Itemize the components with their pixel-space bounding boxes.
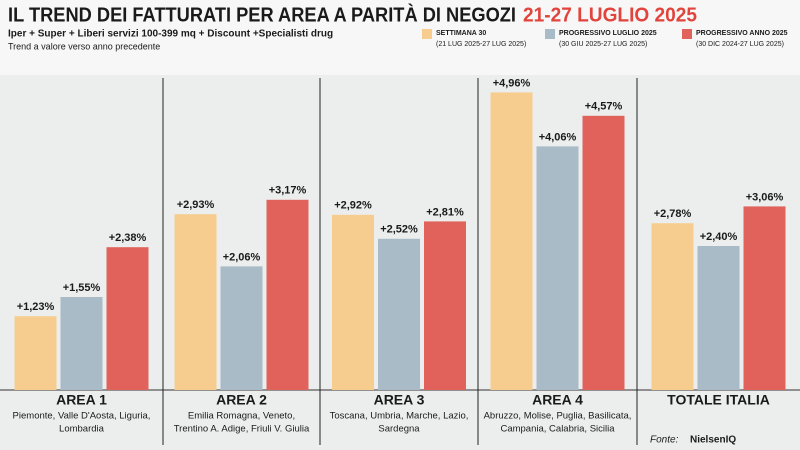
source: NielsenIQ [690, 435, 736, 446]
bar [697, 246, 740, 390]
chart-title-date: 21-27 LUGLIO 2025 [523, 4, 697, 26]
value-label: +1,23% [17, 301, 55, 313]
bar [60, 297, 103, 390]
bar [651, 223, 694, 390]
legend-label: PROGRESSIVO ANNO 2025 [696, 30, 788, 37]
category-description: Emilia Romagna, Veneto, [188, 411, 295, 422]
category-description: Campania, Calabria, Sicilia [500, 424, 615, 435]
value-label: +4,96% [493, 77, 531, 89]
legend-swatch [545, 29, 555, 39]
value-label: +2,92% [334, 200, 372, 212]
bar [266, 199, 309, 390]
header-bg [0, 0, 800, 75]
bar [174, 214, 217, 390]
note: Trend a valore verso anno precedente [8, 41, 160, 51]
category-description: Abruzzo, Molise, Puglia, Basilicata, [484, 411, 632, 422]
bar [220, 266, 263, 390]
value-label: +2,93% [177, 199, 215, 211]
chart-title: IL TREND DEI FATTURATI PER AREA A PARITÀ… [8, 3, 516, 26]
legend-swatch [422, 29, 432, 39]
bar [536, 146, 579, 390]
value-label: +2,78% [654, 208, 692, 220]
bar [332, 214, 374, 390]
value-label: +3,17% [269, 185, 307, 197]
bar [424, 221, 466, 390]
bar [14, 316, 57, 390]
category-description: Sardegna [378, 424, 420, 435]
legend-swatch [682, 29, 692, 39]
bar [582, 115, 625, 391]
value-label: +4,06% [539, 131, 577, 143]
legend-period: (30 DIC 2024-27 LUG 2025) [696, 41, 784, 48]
bar [378, 238, 420, 390]
bar [106, 247, 149, 390]
legend-label: SETTIMANA 30 [436, 30, 486, 37]
value-label: +3,06% [746, 191, 784, 203]
legend-label: PROGRESSIVO LUGLIO 2025 [559, 30, 657, 37]
value-label: +2,06% [223, 251, 261, 263]
category-description: Lombardia [59, 424, 105, 435]
value-label: +2,40% [700, 231, 738, 243]
value-label: +2,81% [426, 206, 464, 218]
value-label: +2,52% [380, 224, 418, 236]
source-label: Fonte: [650, 435, 679, 446]
category-label: AREA 1 [56, 392, 107, 408]
category-description: Trentino A. Adige, Friuli V. Giulia [174, 424, 310, 435]
value-label: +1,55% [63, 282, 101, 294]
legend-period: (21 LUG 2025-27 LUG 2025) [436, 41, 526, 48]
subtitle: Iper + Super + Liberi servizi 100-399 mq… [8, 29, 333, 40]
category-label: AREA 2 [216, 392, 267, 408]
category-label: AREA 4 [532, 392, 583, 408]
category-label: TOTALE ITALIA [667, 392, 770, 408]
category-description: Piemonte, Valle D'Aosta, Liguria, [13, 411, 151, 422]
bar [490, 92, 533, 391]
value-label: +4,57% [585, 101, 623, 113]
category-label: AREA 3 [374, 392, 425, 408]
value-label: +2,38% [109, 232, 147, 244]
category-description: Toscana, Umbria, Marche, Lazio, [330, 411, 469, 422]
bar [743, 206, 786, 390]
legend-period: (30 GIU 2025-27 LUG 2025) [559, 41, 647, 48]
